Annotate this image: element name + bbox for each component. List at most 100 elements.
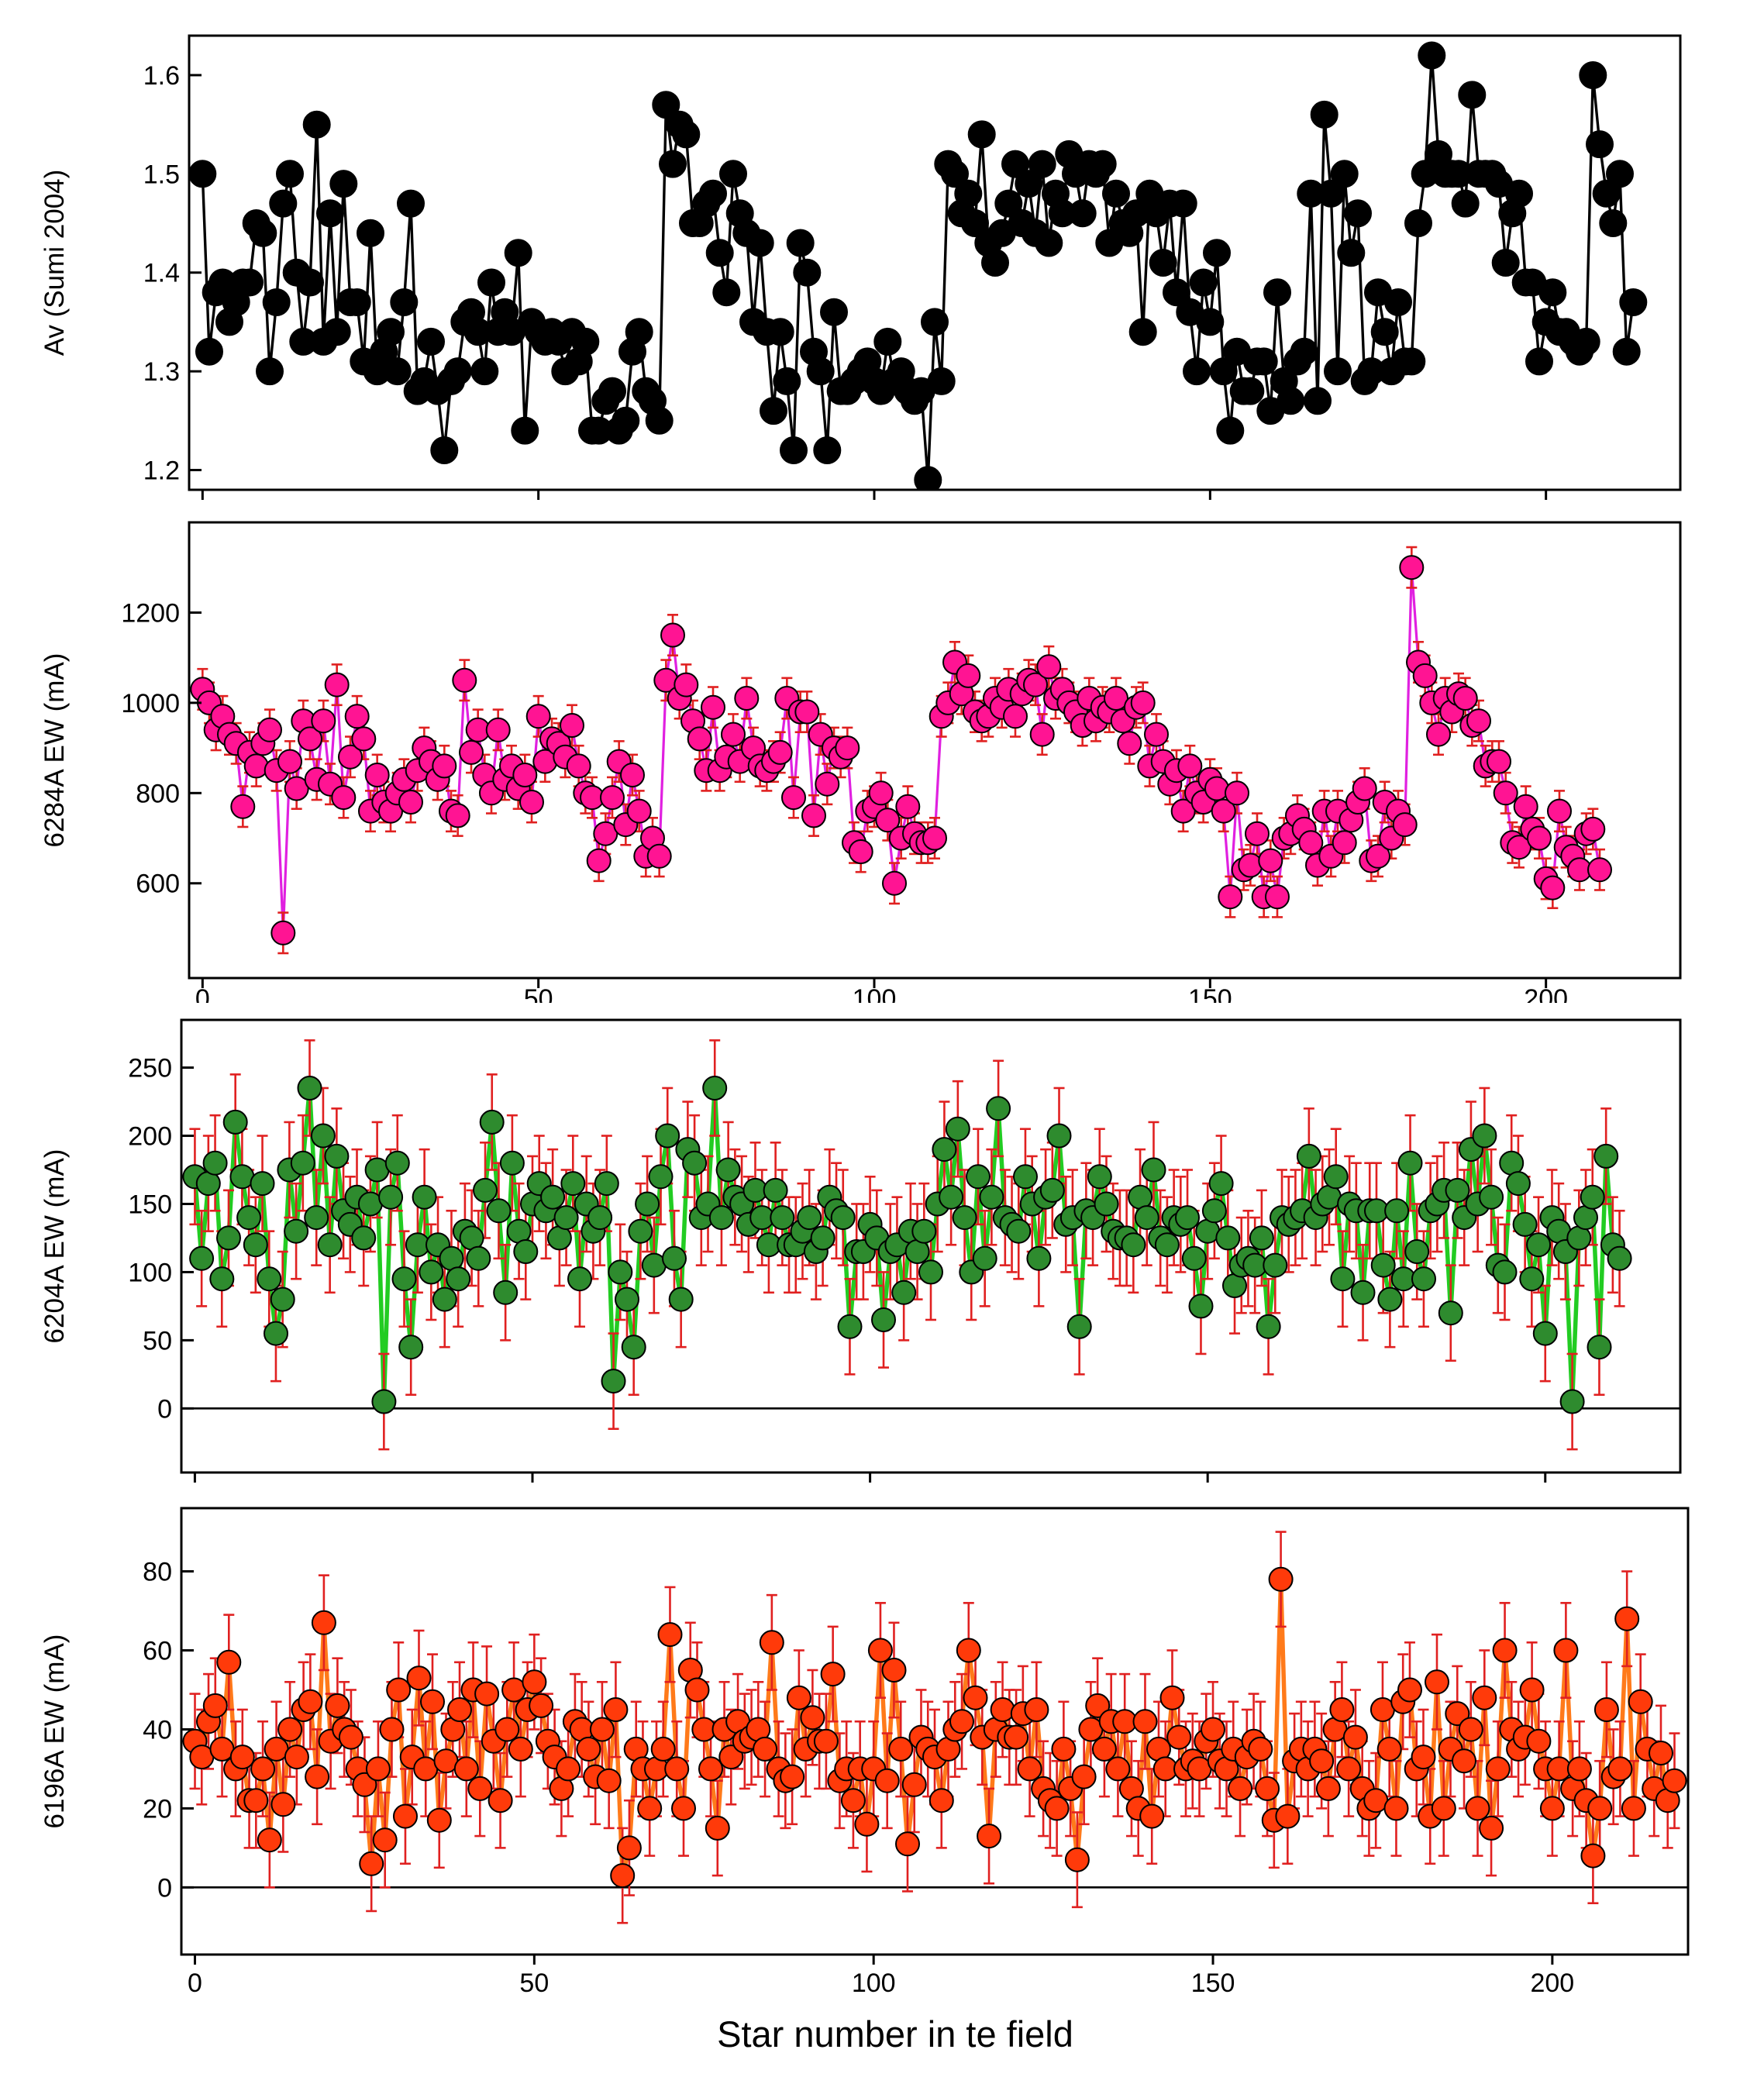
data-point [1404, 1239, 1430, 1264]
data-point [780, 1764, 805, 1789]
data-point [1132, 1709, 1158, 1734]
data-point [1553, 1638, 1579, 1663]
data-point [977, 1824, 1002, 1849]
data-point [734, 686, 760, 711]
data-point [1036, 654, 1062, 680]
data-point [956, 1638, 981, 1663]
data-point [1068, 199, 1097, 228]
data-point [1599, 209, 1628, 237]
data-point [459, 739, 484, 765]
data-point [378, 1184, 404, 1210]
data-point [1519, 1266, 1545, 1292]
data-point [195, 337, 223, 366]
data-point [793, 258, 822, 287]
data-point [1208, 1171, 1234, 1197]
data-point [439, 1245, 464, 1271]
data-point [1399, 555, 1425, 580]
data-point [1051, 1736, 1077, 1762]
data-point [1662, 1768, 1687, 1793]
data-point [445, 803, 470, 828]
data-point [612, 406, 640, 435]
data-point [687, 726, 712, 752]
data-point [587, 1205, 613, 1231]
data-point [297, 1076, 322, 1100]
data-point [813, 436, 842, 464]
data-point [397, 189, 425, 218]
data-point [1035, 229, 1063, 257]
y-tick-label: 1.6 [143, 61, 180, 91]
data-point [1102, 179, 1130, 208]
data-point [1128, 318, 1157, 346]
data-point [1411, 1266, 1436, 1292]
data-point [1344, 199, 1372, 228]
data-point [243, 753, 269, 779]
data-point [1513, 794, 1538, 819]
data-point [1612, 337, 1641, 366]
data-point [432, 753, 457, 779]
data-point [662, 1245, 687, 1271]
data-point [1149, 249, 1177, 277]
data-point [571, 327, 600, 356]
data-point [994, 189, 1023, 218]
data-point [1330, 1266, 1356, 1292]
data-point [467, 1776, 493, 1801]
data-point [324, 1143, 350, 1169]
data-point [1188, 1293, 1214, 1319]
data-point [343, 288, 371, 316]
data-point [419, 1259, 444, 1285]
data-point [473, 1177, 498, 1203]
data-point [1177, 753, 1203, 779]
data-point [296, 268, 324, 297]
data-point [797, 1205, 822, 1231]
data-point [1525, 347, 1553, 376]
data-point [1499, 1150, 1525, 1176]
data-point [702, 1076, 728, 1100]
data-point [1579, 61, 1607, 89]
x-tick-label: 200 [1530, 1968, 1574, 1998]
axis-mask [166, 1003, 1704, 1020]
data-point [384, 1150, 410, 1176]
x-tick-label: 50 [519, 1968, 549, 1998]
data-point [277, 749, 302, 774]
data-point [1452, 686, 1478, 711]
data-point [379, 1717, 405, 1742]
data-point [820, 298, 848, 326]
data-point [763, 1177, 788, 1203]
data-point [488, 1788, 513, 1814]
data-point [525, 704, 551, 729]
data-point [386, 1677, 412, 1703]
y-tick-label: 80 [143, 1558, 172, 1587]
y-tick-label: 0 [157, 1394, 172, 1424]
data-point [820, 1662, 846, 1687]
data-point [1323, 1164, 1349, 1190]
data-point [311, 708, 336, 734]
data-point [698, 1756, 723, 1782]
data-point [1505, 1171, 1531, 1197]
data-point [672, 120, 701, 149]
data-point [1492, 1259, 1518, 1285]
data-point [1091, 1736, 1117, 1762]
data-point [1183, 357, 1211, 386]
data-point [1458, 1717, 1483, 1742]
data-point [1352, 776, 1377, 801]
data-point [1175, 1205, 1200, 1231]
data-point [1332, 830, 1357, 856]
y-tick-label: 1.3 [143, 357, 180, 387]
data-point [324, 672, 350, 698]
data-point [257, 1827, 282, 1853]
data-point [981, 249, 1009, 277]
data-point [705, 239, 734, 267]
data-point [770, 1205, 795, 1231]
panels-group: 1.21.31.41.51.6Av (Sumi 2004)60080010001… [40, 34, 1704, 1998]
data-point [1121, 1232, 1146, 1258]
data-point [671, 1796, 696, 1821]
y-tick-label: 1.5 [143, 160, 180, 189]
data-point [1255, 1776, 1280, 1801]
data-point [715, 1157, 741, 1183]
data-point [699, 179, 727, 208]
plot-area [190, 546, 1612, 955]
data-point [1492, 1638, 1518, 1663]
data-point [914, 466, 942, 490]
data-point [1512, 1211, 1538, 1237]
data-point [882, 870, 907, 896]
